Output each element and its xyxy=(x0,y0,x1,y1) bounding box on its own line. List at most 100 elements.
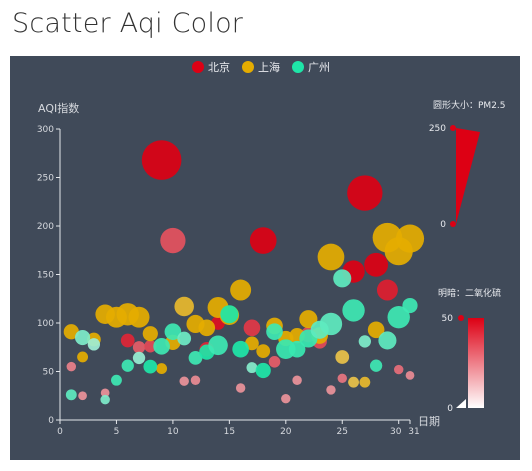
scatter-point[interactable] xyxy=(299,310,318,329)
size-map-handle-bottom[interactable] xyxy=(450,221,456,227)
size-map-min: 0 xyxy=(440,220,446,230)
legend-label-beijing[interactable]: 北京 xyxy=(208,60,230,74)
scatter-point[interactable] xyxy=(317,243,345,271)
data-points xyxy=(63,140,425,405)
scatter-point[interactable] xyxy=(156,363,168,375)
chart-panel: 北京 上海 广州 AQI指数 日期 0 50 100 150 200 250 300 0 5 10 1… xyxy=(10,56,520,460)
legend-marker-shanghai[interactable] xyxy=(242,61,254,73)
scatter-point[interactable] xyxy=(347,175,383,211)
scatter-point[interactable] xyxy=(160,227,186,254)
scatter-point[interactable] xyxy=(78,391,87,401)
scatter-point[interactable] xyxy=(393,364,404,375)
color-map-bar[interactable] xyxy=(468,318,484,408)
scatter-point[interactable] xyxy=(405,371,415,380)
scatter-point[interactable] xyxy=(387,305,410,329)
scatter-point[interactable] xyxy=(326,385,336,395)
x-tick-label: 10 xyxy=(167,427,179,437)
series-beijing xyxy=(66,140,415,404)
scatter-point[interactable] xyxy=(177,331,192,346)
scatter-point[interactable] xyxy=(120,333,135,348)
legend-marker-beijing[interactable] xyxy=(192,61,204,73)
scatter-point[interactable] xyxy=(132,341,146,354)
scatter-point[interactable] xyxy=(268,356,281,368)
scatter-point[interactable] xyxy=(100,388,110,398)
legend-label-shanghai[interactable]: 上海 xyxy=(258,60,280,74)
scatter-point[interactable] xyxy=(66,361,77,372)
scatter-point[interactable] xyxy=(190,375,201,385)
scatter-point[interactable] xyxy=(144,340,157,353)
scatter-point[interactable] xyxy=(333,269,352,288)
color-map-handle-bottom[interactable] xyxy=(456,399,466,408)
y-tick-label: 300 xyxy=(37,125,54,135)
scatter-point[interactable] xyxy=(255,362,271,379)
size-visual-map: 圆形大小：PM2.5 250 0 xyxy=(429,99,506,230)
scatter-point[interactable] xyxy=(395,224,425,253)
y-ticks: 0 50 100 150 200 250 300 xyxy=(37,125,60,426)
scatter-point[interactable] xyxy=(143,359,158,374)
x-ticks: 0 5 10 15 20 25 30 31 xyxy=(57,420,420,437)
legend-marker-guangzhou[interactable] xyxy=(292,61,304,73)
y-axis-label: AQI指数 xyxy=(38,101,79,115)
scatter-point[interactable] xyxy=(100,394,110,405)
y-tick-label: 100 xyxy=(37,319,54,329)
scatter-point[interactable] xyxy=(288,340,306,358)
scatter-point[interactable] xyxy=(235,383,246,393)
scatter-point[interactable] xyxy=(188,351,203,365)
scatter-point[interactable] xyxy=(132,351,146,365)
scatter-point[interactable] xyxy=(359,376,371,388)
scatter-point[interactable] xyxy=(164,323,182,341)
color-map-label: 明暗：二氧化硫 xyxy=(438,287,501,299)
legend-label-guangzhou[interactable]: 广州 xyxy=(308,61,330,74)
scatter-point[interactable] xyxy=(77,351,89,363)
size-map-label: 圆形大小：PM2.5 xyxy=(433,99,506,111)
x-tick-label: 5 xyxy=(114,427,120,437)
scatter-point[interactable] xyxy=(402,297,418,314)
scatter-point[interactable] xyxy=(249,227,277,254)
scatter-point[interactable] xyxy=(230,279,252,301)
color-visual-map: 明暗：二氧化硫 50 0 xyxy=(438,287,501,414)
scatter-point[interactable] xyxy=(179,376,189,386)
scatter-point[interactable] xyxy=(220,305,239,324)
scatter-point[interactable] xyxy=(319,312,343,336)
scatter-point[interactable] xyxy=(174,296,194,317)
scatter-point[interactable] xyxy=(243,319,261,337)
x-tick-label: 30 xyxy=(390,427,402,437)
scatter-point[interactable] xyxy=(358,335,371,348)
scatter-point[interactable] xyxy=(87,338,101,351)
scatter-point[interactable] xyxy=(369,359,383,372)
scatter-point[interactable] xyxy=(198,319,216,337)
scatter-point[interactable] xyxy=(266,323,283,341)
x-tick-label: 15 xyxy=(224,427,235,437)
axes: AQI指数 日期 0 50 100 150 200 250 300 0 5 10 15 20 25 30… xyxy=(37,101,440,437)
scatter-point[interactable] xyxy=(128,306,150,328)
scatter-point[interactable] xyxy=(65,389,77,401)
scatter-point[interactable] xyxy=(246,362,258,374)
scatter-point[interactable] xyxy=(121,359,134,372)
scatter-point[interactable] xyxy=(208,335,228,356)
scatter-point[interactable] xyxy=(337,373,347,384)
scatter-point[interactable] xyxy=(364,252,389,277)
scatter-point[interactable] xyxy=(335,350,350,364)
x-tick-label: 31 xyxy=(408,427,419,437)
y-tick-label: 200 xyxy=(37,222,54,232)
size-map-handle-top[interactable] xyxy=(450,125,456,131)
scatter-point[interactable] xyxy=(142,326,158,342)
scatter-point[interactable] xyxy=(153,337,170,355)
size-map-shape[interactable] xyxy=(456,128,480,224)
scatter-point[interactable] xyxy=(342,299,365,322)
scatter-point[interactable] xyxy=(232,340,249,358)
page-title: Scatter Aqi Color xyxy=(12,8,244,39)
scatter-point[interactable] xyxy=(63,324,79,340)
scatter-point[interactable] xyxy=(376,279,398,301)
scatter-point[interactable] xyxy=(378,331,397,350)
scatter-point[interactable] xyxy=(348,376,359,388)
x-tick-label: 25 xyxy=(337,427,348,437)
scatter-point[interactable] xyxy=(281,393,291,404)
scatter-point[interactable] xyxy=(256,344,271,359)
scatter-point[interactable] xyxy=(111,374,122,386)
scatter-point[interactable] xyxy=(74,329,91,346)
scatter-point[interactable] xyxy=(292,375,302,385)
scatter-point[interactable] xyxy=(367,321,385,339)
color-map-handle-top[interactable] xyxy=(458,315,464,321)
scatter-point[interactable] xyxy=(141,140,182,180)
